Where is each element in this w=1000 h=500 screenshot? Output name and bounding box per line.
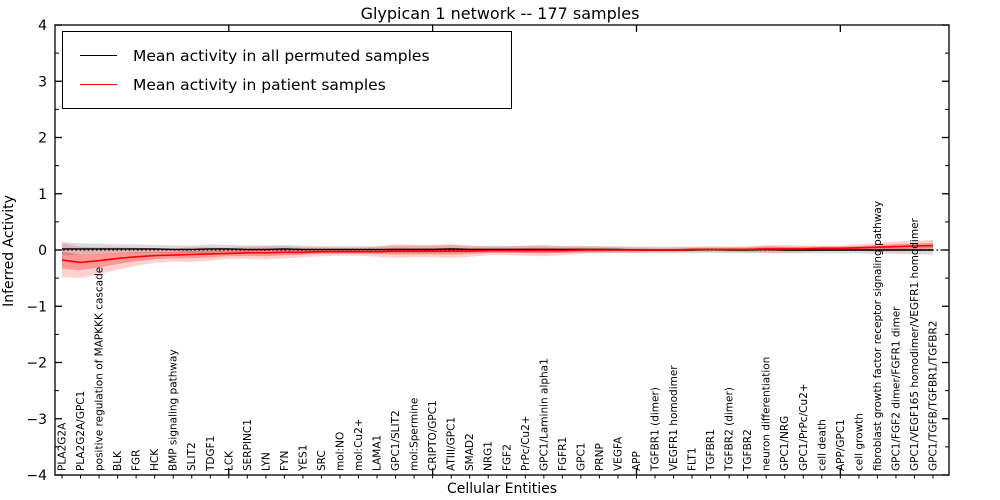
y-tick-label: −3 (26, 412, 47, 428)
x-category-label: FGFR1 (557, 437, 569, 471)
x-category-label: PRNP (594, 443, 606, 471)
x-category-label: SERPINC1 (242, 419, 254, 471)
legend-label-permuted: Mean activity in all permuted samples (133, 46, 430, 65)
x-category-label: HCK (149, 448, 161, 471)
x-category-label: CRIPTO/GPC1 (427, 400, 439, 471)
patient-mean-line (61, 244, 934, 264)
x-category-label: cell growth (853, 413, 865, 471)
x-category-label: TGFBR2 (742, 429, 754, 472)
x-category-label: positive regulation of MAPKKK cascade (94, 267, 106, 471)
x-category-label: TGFBR2 (dimer) (724, 387, 736, 472)
y-tick-label: −2 (26, 356, 47, 372)
y-axis-label: Inferred Activity (1, 195, 17, 307)
chart-title: Glypican 1 network -- 177 samples (360, 4, 640, 23)
y-tick-label: −4 (26, 468, 47, 484)
x-category-label: GPC1/PrPc/Cu2+ (798, 383, 810, 471)
x-category-label: LYN (260, 452, 272, 471)
x-category-label: YES1 (297, 445, 309, 472)
legend-line-permuted (80, 55, 117, 56)
x-category-label: GPC1/TGFB/TGFBR1/TGFBR2 (928, 321, 940, 471)
legend: Mean activity in all permuted samples Me… (62, 31, 512, 109)
x-category-label: BLK (112, 450, 124, 471)
x-category-label: mol:NO (334, 432, 346, 471)
x-category-label: NRG1 (483, 441, 495, 471)
x-category-label: GPC1/NRG (779, 416, 791, 471)
x-category-label: FGR (131, 450, 143, 471)
x-category-label: VEGFR1 homodimer (668, 365, 680, 471)
x-category-label: GPC1 (575, 443, 587, 471)
x-category-label: GPC1/SLIT2 (390, 410, 402, 471)
x-category-label: cell death (816, 419, 828, 471)
y-tick-label: 0 (38, 243, 47, 259)
y-tick-label: 2 (38, 131, 47, 147)
x-category-label: SMAD2 (464, 433, 476, 471)
x-category-label: APP (631, 451, 643, 471)
x-category-label: FYN (279, 451, 291, 471)
x-category-label: SLIT2 (186, 442, 198, 471)
legend-item-patient: Mean activity in patient samples (63, 70, 511, 99)
x-category-label: PLA2G2A (57, 422, 69, 471)
x-category-label: neuron differentiation (761, 357, 773, 471)
x-category-label: VEGFA (612, 436, 624, 471)
legend-label-patient: Mean activity in patient samples (133, 75, 386, 94)
x-category-label: SRC (316, 450, 328, 471)
x-axis-label: Cellular Entities (446, 481, 558, 497)
x-category-label: TGFBR1 (dimer) (650, 387, 662, 472)
x-category-label: PrPc/Cu2+ (520, 415, 532, 471)
x-category-label: LAMA1 (372, 435, 384, 471)
x-category-label: FLT1 (687, 447, 699, 471)
x-category-label: mol:Cu2+ (353, 418, 365, 471)
permuted-mean-line (62, 248, 933, 251)
x-category-label: FGF2 (501, 444, 513, 471)
x-category-label: TGFBR1 (705, 429, 717, 472)
legend-line-patient (80, 84, 117, 85)
y-tick-label: 4 (38, 18, 47, 34)
x-category-label: fibroblast growth factor receptor signal… (872, 201, 884, 471)
x-category-label: GPC1/VEGF165 homodimer/VEGFR1 homodimer (909, 217, 921, 471)
x-category-label: mol:Spermine (409, 398, 421, 471)
x-category-label: PLA2G2A/GPC1 (75, 391, 87, 471)
x-category-label: GPC1/FGF2 dimer/FGFR1 dimer (890, 306, 902, 471)
y-tick-label: −1 (26, 299, 47, 315)
x-category-label: GPC1/Laminin alpha1 (538, 358, 550, 471)
x-category-label: ATIII/GPC1 (446, 417, 458, 471)
x-category-label: APP/GPC1 (835, 419, 847, 471)
x-category-label: LCK (223, 450, 235, 471)
x-category-label: BMP signaling pathway (168, 349, 180, 471)
y-tick-label: 1 (38, 187, 47, 203)
legend-item-permuted: Mean activity in all permuted samples (63, 41, 511, 70)
x-category-label: TDGF1 (205, 436, 217, 472)
y-tick-label: 3 (38, 74, 47, 90)
